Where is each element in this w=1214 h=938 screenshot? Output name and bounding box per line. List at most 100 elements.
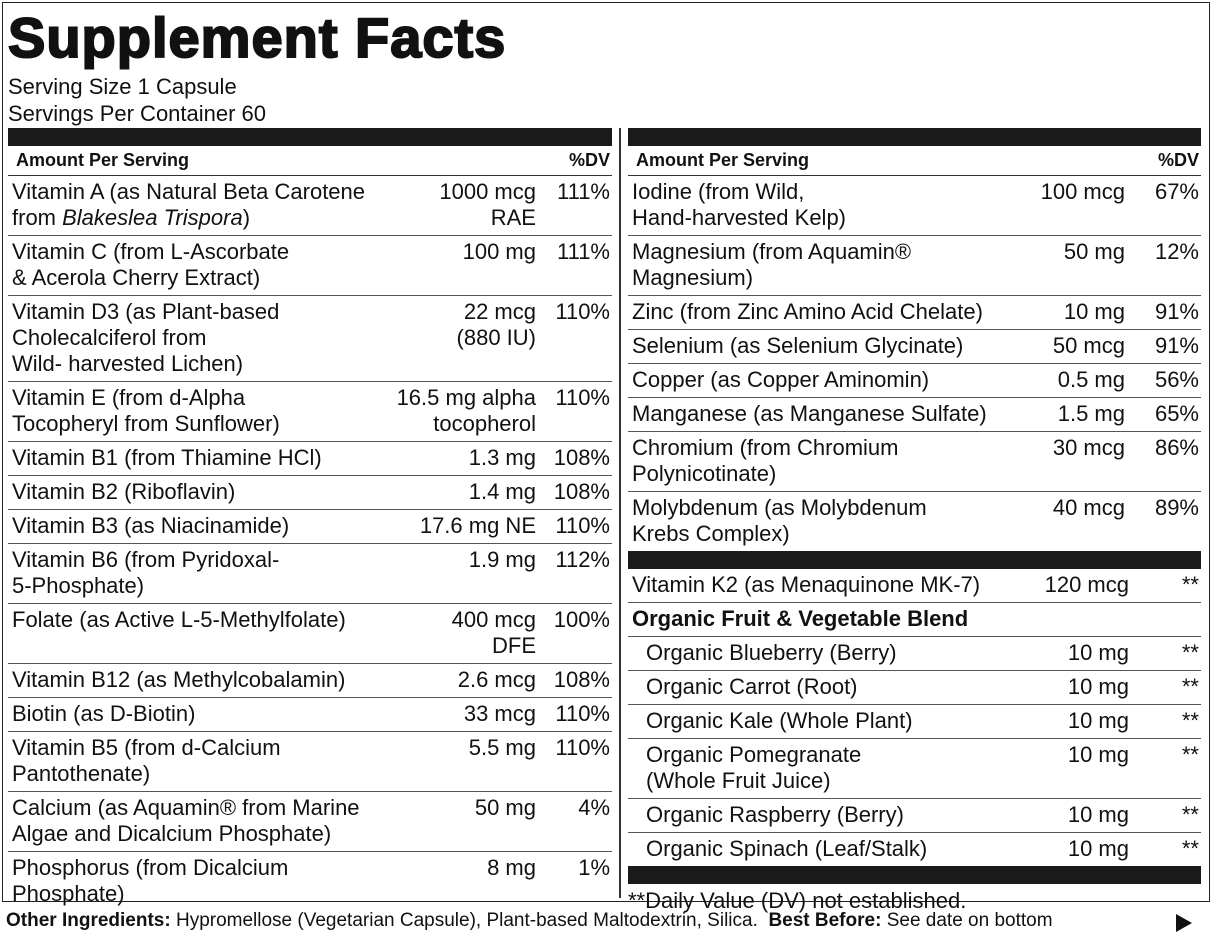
- amount-header: Amount Per Serving: [8, 146, 540, 176]
- footnote: **Daily Value (DV) not established.: [628, 888, 967, 913]
- amount: 22 mcg (880 IU): [385, 295, 540, 382]
- name-italic: Blakeslea Trispora: [62, 205, 243, 230]
- nutrient-name: Organic Raspberry (Berry): [628, 798, 1029, 833]
- amount-header: Amount Per Serving: [628, 146, 1129, 176]
- nutrient-name: Vitamin B2 (Riboflavin): [8, 475, 386, 510]
- daily-value: 110%: [540, 697, 612, 732]
- daily-value: 110%: [540, 381, 612, 442]
- nutrient-name: Vitamin B6 (from Pyridoxal- 5-Phosphate): [8, 543, 386, 604]
- amount: 2.6 mcg: [385, 663, 540, 698]
- name-text: Vitamin D3 (as Plant-based Cholecalcifer…: [12, 299, 280, 376]
- row: Organic Pomegranate (Whole Fruit Juice) 1…: [628, 738, 1201, 799]
- nutrient-name: Magnesium (from Aquamin® Magnesium): [628, 235, 1028, 296]
- daily-value: 112%: [540, 543, 612, 604]
- daily-value: 56%: [1129, 363, 1201, 398]
- nutrient-name: Selenium (as Selenium Glycinate): [628, 329, 1028, 364]
- nutrient-name: Calcium (as Aquamin® from Marine Algae a…: [8, 791, 386, 852]
- daily-value: 12%: [1129, 235, 1201, 296]
- header-row: Amount Per Serving %DV: [628, 146, 1201, 176]
- daily-value: 1%: [578, 855, 610, 880]
- name-text: Vitamin B5 (from d-Calcium Pantothenate): [12, 735, 281, 786]
- nutrient-name: Organic Blueberry (Berry): [628, 636, 1029, 671]
- row: Vitamin B2 (Riboflavin) 1.4 mg 108%: [8, 475, 612, 510]
- daily-value: **: [1133, 670, 1201, 705]
- daily-value: 110%: [540, 509, 612, 544]
- row: Folate (as Active L-5-Methylfolate) 400 m…: [8, 603, 612, 664]
- nutrient-name: Vitamin E (from d-Alpha Tocopheryl from …: [8, 381, 386, 442]
- nutrient-name: Organic Carrot (Root): [628, 670, 1029, 705]
- dv-header: %DV: [1129, 146, 1201, 176]
- amount: 1000 mcg RAE: [385, 175, 540, 236]
- amount: 33 mcg: [385, 697, 540, 732]
- daily-value: **: [1133, 569, 1201, 603]
- nutrient-name: Iodine (from Wild, Hand-harvested Kelp): [628, 175, 1028, 236]
- nutrient-name: Vitamin B1 (from Thiamine HCl): [8, 441, 386, 476]
- other-ingredients: Hypromellose (Vegetarian Capsule), Plant…: [175, 910, 758, 931]
- nutrient-name: Vitamin K2 (as Menaquinone MK-7): [628, 569, 1029, 603]
- daily-value: 65%: [1129, 397, 1201, 432]
- daily-value: 111%: [540, 235, 612, 296]
- name-text: Selenium (as Selenium Glycinate): [632, 333, 964, 358]
- name-text: Vitamin B1 (from Thiamine HCl): [12, 445, 322, 470]
- name-text: Biotin (as D-Biotin): [12, 701, 196, 726]
- name-text: Vitamin C (from L-Ascorbate & Acerola Ch…: [12, 239, 290, 290]
- amount: 10 mg: [1028, 738, 1133, 799]
- row: Vitamin K2 (as Menaquinone MK-7) 120 mcg *…: [628, 569, 1201, 603]
- nutrient-name: Vitamin D3 (as Plant-based Cholecalcifer…: [8, 295, 386, 382]
- row: Organic Carrot (Root) 10 mg **: [628, 670, 1201, 705]
- nutrient-name: Vitamin B3 (as Niacinamide): [8, 509, 386, 544]
- row: Vitamin E (from d-Alpha Tocopheryl from …: [8, 381, 612, 442]
- amount: 40 mcg: [1052, 495, 1125, 520]
- daily-value: **: [1133, 738, 1201, 799]
- right-column: Amount Per Serving %DV Iodine (from Wild, …: [628, 128, 1201, 914]
- row: Vitamin B6 (from Pyridoxal- 5-Phosphate)…: [8, 543, 612, 604]
- daily-value: 4%: [540, 791, 612, 852]
- name-text: Vitamin A (as Natural Beta Carotene from: [12, 179, 366, 230]
- row: Calcium (as Aquamin® from Marine Algae a…: [8, 791, 612, 852]
- blend-title: Organic Fruit & Vegetable Blend: [628, 602, 1201, 637]
- row: Organic Spinach (Leaf/Stalk) 10 mg **: [628, 833, 1201, 867]
- name-text: Organic Raspberry (Berry): [646, 802, 904, 827]
- row: Manganese (as Manganese Sulfate) 1.5 mg 65…: [628, 397, 1201, 432]
- amount: 30 mcg: [1027, 431, 1129, 492]
- row: Copper (as Copper Aminomin) 0.5 mg 56%: [628, 363, 1201, 398]
- best-before-label: Best Before:: [768, 910, 882, 931]
- daily-value: 100%: [540, 603, 612, 664]
- row: Magnesium (from Aquamin® Magnesium) 50 mg…: [628, 235, 1201, 296]
- facts-table: Amount Per Serving %DV Vitamin A (as Natur…: [8, 146, 612, 911]
- amount: 50 mg: [385, 791, 540, 852]
- extra-table: Vitamin K2 (as Menaquinone MK-7) 120 mcg *…: [628, 569, 1201, 866]
- name-text: Chromium (from Chromium Polynicotinate): [632, 435, 899, 486]
- amount: 1.9 mg: [385, 543, 540, 604]
- facts-table: Amount Per Serving %DV Iodine (from Wild, …: [628, 146, 1201, 551]
- amount: 100 mcg: [1027, 175, 1129, 236]
- title: Supplement Facts: [7, 5, 507, 70]
- daily-value: 67%: [1129, 175, 1201, 236]
- name-text: Phosphorus (from Dicalcium Phosphate): [12, 855, 289, 906]
- daily-value: 91%: [1129, 295, 1201, 330]
- nutrient-name: Copper (as Copper Aminomin): [628, 363, 1028, 398]
- amount: 16.5 mg alpha tocopherol: [385, 381, 540, 442]
- amount: 400 mcg DFE: [385, 603, 540, 664]
- nutrient-name: Phosphorus (from Dicalcium Phosphate): [8, 852, 386, 912]
- row: Vitamin D3 (as Plant-based Cholecalcifer…: [8, 295, 612, 382]
- rule-bar: [8, 128, 612, 146]
- header-row: Amount Per Serving %DV: [8, 146, 612, 176]
- name-text: Copper (as Copper Aminomin): [632, 367, 930, 392]
- row: Vitamin B3 (as Niacinamide) 17.6 mg NE 110…: [8, 509, 612, 544]
- name-text: Vitamin B12 (as Methylcobalamin): [12, 667, 346, 692]
- row: Molybdenum (as Molybdenum Krebs Complex)…: [628, 492, 1201, 552]
- amount: 1.5 mg: [1027, 397, 1129, 432]
- nutrient-name: Zinc (from Zinc Amino Acid Chelate): [628, 295, 1028, 330]
- amount: 10 mg: [1028, 636, 1133, 671]
- nutrient-name: Vitamin C (from L-Ascorbate & Acerola Ch…: [8, 235, 386, 296]
- amount: 1.4 mg: [385, 475, 540, 510]
- row: Organic Blueberry (Berry) 10 mg **: [628, 636, 1201, 671]
- name-text: Organic Kale (Whole Plant): [646, 708, 913, 733]
- name-text: Zinc (from Zinc Amino Acid Chelate): [632, 299, 983, 324]
- column-divider: [619, 128, 621, 898]
- daily-value: 111%: [540, 175, 612, 236]
- servings-per-container: Servings Per Container 60: [8, 101, 267, 126]
- nutrient-name: Biotin (as D-Biotin): [8, 697, 386, 732]
